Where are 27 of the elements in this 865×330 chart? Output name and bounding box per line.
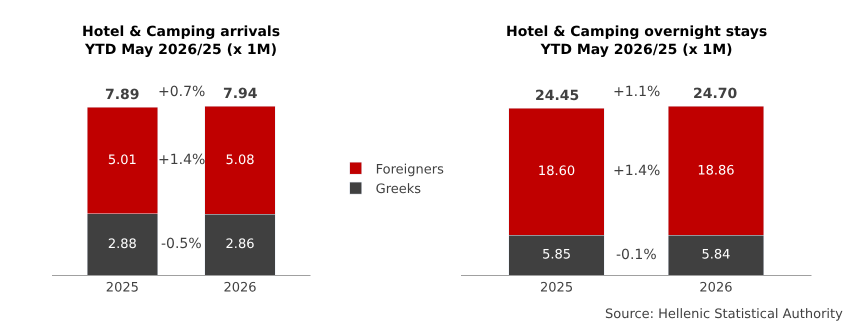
data-label: 5.85 bbox=[542, 248, 572, 263]
data-label: 18.86 bbox=[697, 163, 735, 178]
text: +1.1% bbox=[613, 84, 660, 100]
total-label: 24.45 bbox=[535, 88, 580, 104]
annotation: -0.1% bbox=[616, 247, 657, 263]
source-note: Source: Hellenic Statistical Authority bbox=[605, 307, 844, 322]
annotation: +1.4% bbox=[158, 152, 206, 168]
total-label: 24.70 bbox=[693, 86, 738, 102]
annotation: -0.5% bbox=[161, 236, 202, 252]
data-label: 5.01 bbox=[108, 153, 137, 168]
x-tick-label: 2026 bbox=[223, 280, 257, 296]
data-label: 18.60 bbox=[538, 164, 576, 180]
chart-title: Hotel & Camping overnight stays YTD May 2026/25 (x 1M) bbox=[506, 24, 768, 58]
x-tick-label: 2025 bbox=[106, 280, 139, 296]
data-label: 5.84 bbox=[701, 248, 730, 263]
total-label: 7.94 bbox=[223, 86, 258, 102]
data-label: 2.86 bbox=[226, 237, 254, 252]
annotation: +1.4% bbox=[613, 163, 660, 179]
data-label: 5.08 bbox=[226, 152, 254, 168]
data-label: 2.88 bbox=[108, 236, 137, 252]
legend-label: Foreigners bbox=[376, 162, 444, 178]
x-tick-label: 2025 bbox=[540, 280, 574, 296]
chart-title: Hotel & Camping arrivals YTD May 2026/25 (x 1M) bbox=[82, 24, 280, 58]
total-label: 7.89 bbox=[105, 87, 140, 103]
legend-label: Greeks bbox=[376, 182, 422, 198]
text: +0.7% bbox=[158, 84, 206, 100]
x-tick-label: 2026 bbox=[699, 280, 732, 296]
